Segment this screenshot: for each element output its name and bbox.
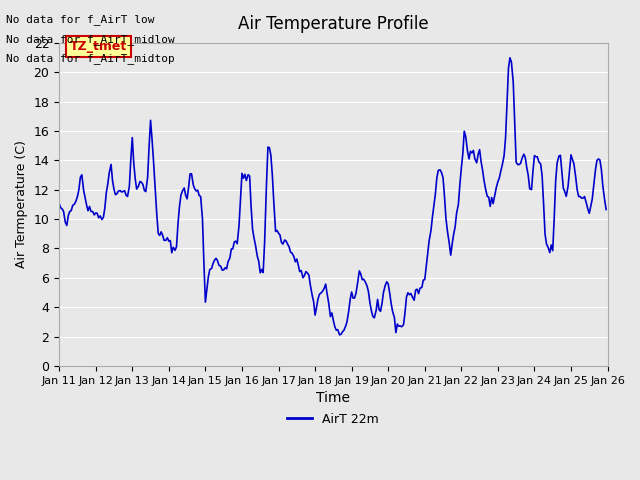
X-axis label: Time: Time	[316, 391, 350, 405]
Y-axis label: Air Termperature (C): Air Termperature (C)	[15, 141, 28, 268]
Title: Air Temperature Profile: Air Temperature Profile	[238, 15, 429, 33]
Text: No data for f_AirT low: No data for f_AirT low	[6, 14, 155, 25]
Text: TZ_tmet: TZ_tmet	[70, 40, 127, 53]
Legend: AirT 22m: AirT 22m	[282, 408, 384, 431]
Text: No data for f_AirT_midtop: No data for f_AirT_midtop	[6, 53, 175, 64]
Text: No data for f_AirT_midlow: No data for f_AirT_midlow	[6, 34, 175, 45]
